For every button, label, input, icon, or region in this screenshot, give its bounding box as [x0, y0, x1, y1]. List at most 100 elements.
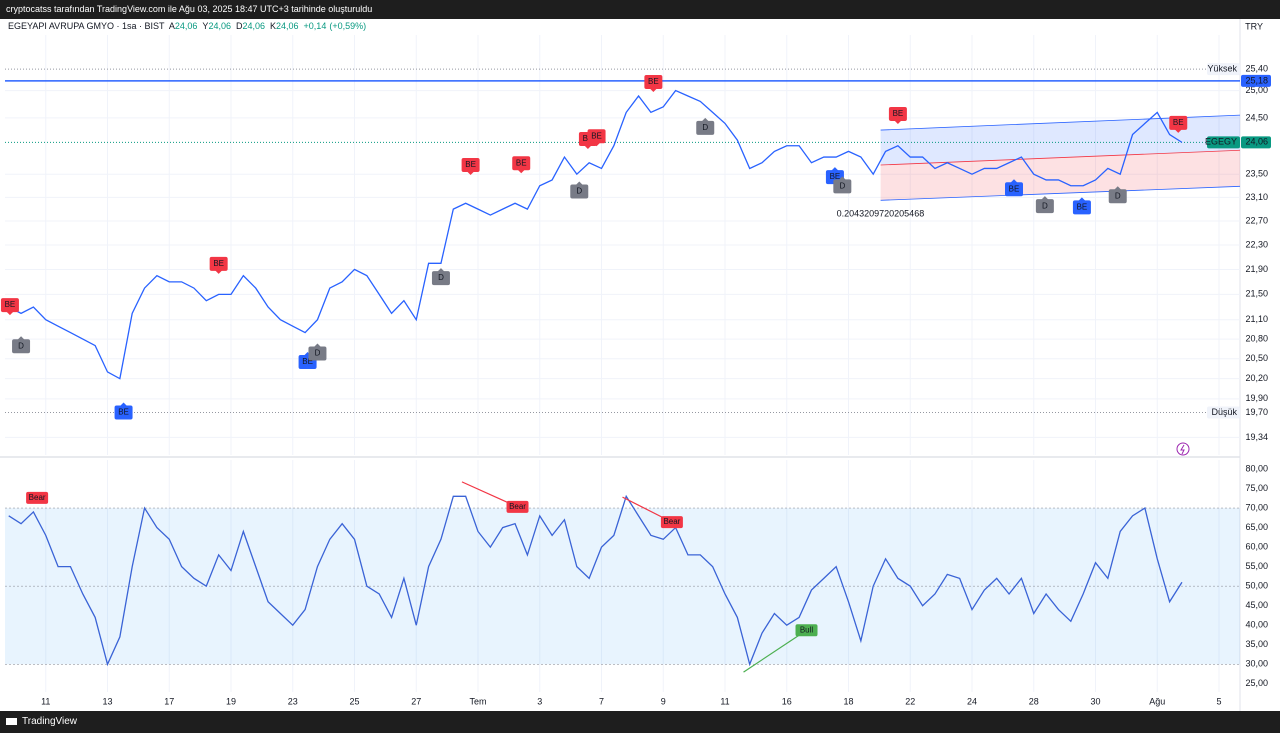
- y-tick-label: 40,00: [1245, 620, 1268, 630]
- channel-lower: [880, 185, 1241, 201]
- marker-label: BE: [465, 160, 476, 169]
- level-name-box: [1207, 63, 1240, 76]
- x-tick-label: 11: [41, 696, 50, 706]
- marker: [888, 107, 907, 122]
- x-tick-label: 28: [1029, 696, 1039, 706]
- divergence-label: Bear: [509, 502, 526, 511]
- y-tick-label: 75,00: [1245, 483, 1268, 493]
- x-tick-label: 27: [411, 696, 421, 706]
- level-label: 25,40: [1245, 64, 1268, 74]
- y-tick-label: 23,50: [1245, 169, 1268, 179]
- marker-label: D: [1042, 201, 1048, 210]
- y-tick-label: 30,00: [1245, 659, 1268, 669]
- marker-label: BE: [5, 300, 16, 309]
- brand: TradingView: [22, 716, 78, 727]
- marker-label: D: [1115, 191, 1121, 200]
- y-tick-label: 25,00: [1245, 85, 1268, 95]
- x-tick-label: 7: [599, 696, 604, 706]
- caption-bar: cryptocatss tarafından TradingView.com i…: [0, 0, 1280, 19]
- level-name-box: [1207, 136, 1240, 149]
- quote-value: 24,06: [175, 21, 198, 31]
- alert-icon[interactable]: [1176, 442, 1190, 456]
- y-tick-label: 19,90: [1245, 393, 1268, 403]
- marker: [833, 179, 852, 194]
- y-tick-label: 19,34: [1245, 432, 1268, 442]
- brand-bar: TradingView: [0, 711, 1280, 733]
- marker-label: BE: [1173, 118, 1184, 127]
- y-tick-label: 20,20: [1245, 373, 1268, 383]
- marker-label: BE: [516, 158, 527, 167]
- x-tick-label: 25: [349, 696, 359, 706]
- x-tick-label: 13: [102, 696, 112, 706]
- marker: [12, 339, 31, 354]
- x-tick-label: 5: [1216, 696, 1221, 706]
- marker: [1169, 115, 1188, 130]
- x-tick-label: 16: [782, 696, 792, 706]
- x-tick-label: 3: [537, 696, 542, 706]
- y-tick-label: 21,90: [1245, 264, 1268, 274]
- marker: [209, 256, 228, 271]
- x-tick-label: 11: [720, 696, 729, 706]
- x-tick-label: 22: [905, 696, 915, 706]
- y-tick-label: 55,00: [1245, 561, 1268, 571]
- marker: [1108, 189, 1127, 204]
- y-tick-label: 45,00: [1245, 600, 1268, 610]
- level-label: 24,06: [1245, 137, 1268, 147]
- x-tick-label: 18: [843, 696, 853, 706]
- marker: [1035, 199, 1054, 214]
- divergence-line: [743, 629, 807, 673]
- level-label: 25,18: [1245, 75, 1268, 85]
- channel-lower-fill: [880, 150, 1240, 201]
- y-tick-label: 65,00: [1245, 522, 1268, 532]
- channel-upper-fill: [880, 115, 1240, 166]
- level-name: Düşük: [1211, 407, 1237, 417]
- alert-icon-bolt: [1180, 444, 1185, 455]
- quote-key: D: [236, 21, 243, 31]
- divergence-label: Bull: [800, 625, 814, 634]
- marker-pointer: [592, 142, 601, 147]
- marker-label: BE: [648, 77, 659, 86]
- x-tick-label: 24: [967, 696, 977, 706]
- quote-key: K: [270, 21, 276, 31]
- marker: [644, 74, 663, 89]
- quote-value: 24,06: [208, 21, 231, 31]
- marker-label: BE: [1009, 184, 1020, 193]
- divergence-marker: [26, 491, 49, 504]
- divergence-marker: [795, 624, 818, 637]
- y-tick-label: 60,00: [1245, 541, 1268, 551]
- marker-label: D: [438, 273, 444, 282]
- y-tick-label: 35,00: [1245, 639, 1268, 649]
- marker: [1072, 200, 1091, 215]
- marker-pointer: [436, 268, 445, 273]
- y-tick-label: 21,50: [1245, 289, 1268, 299]
- marker-label: BE: [213, 259, 224, 268]
- y-tick-label: 23,10: [1245, 192, 1268, 202]
- y-tick-label: 22,30: [1245, 239, 1268, 249]
- x-tick-label: 19: [226, 696, 236, 706]
- x-tick-label: 23: [288, 696, 298, 706]
- marker-label: BE: [118, 408, 129, 417]
- y-tick-label: 20,50: [1245, 353, 1268, 363]
- level-name-box: [1207, 406, 1240, 419]
- x-tick-label: 17: [164, 696, 174, 706]
- logo: [6, 718, 17, 725]
- x-tick-label: Ağu: [1149, 696, 1165, 706]
- marker-label: BE: [302, 357, 313, 366]
- channel-value: 0.2043209720205468: [837, 209, 925, 219]
- marker-label: D: [315, 349, 321, 358]
- quote-value: 24,06: [242, 21, 265, 31]
- marker: [431, 271, 450, 286]
- change-pct: (+0,59%): [329, 21, 366, 31]
- currency: TRY: [1245, 21, 1263, 31]
- chart: TRY EGEYAPI AVRUPA GMYO · 1sa · BIST A24,…: [0, 19, 1271, 711]
- y-tick-label: 24,50: [1245, 112, 1268, 122]
- divergence-label: Bear: [663, 517, 680, 526]
- marker: [308, 346, 327, 361]
- level-name: EGEGY: [1205, 137, 1237, 147]
- marker: [461, 158, 480, 173]
- y-tick-label: 22,70: [1245, 215, 1268, 225]
- quote-key: Y: [202, 21, 208, 31]
- quote-key: A: [169, 21, 175, 31]
- price-line: [8, 494, 1183, 667]
- price-line: [8, 89, 1183, 380]
